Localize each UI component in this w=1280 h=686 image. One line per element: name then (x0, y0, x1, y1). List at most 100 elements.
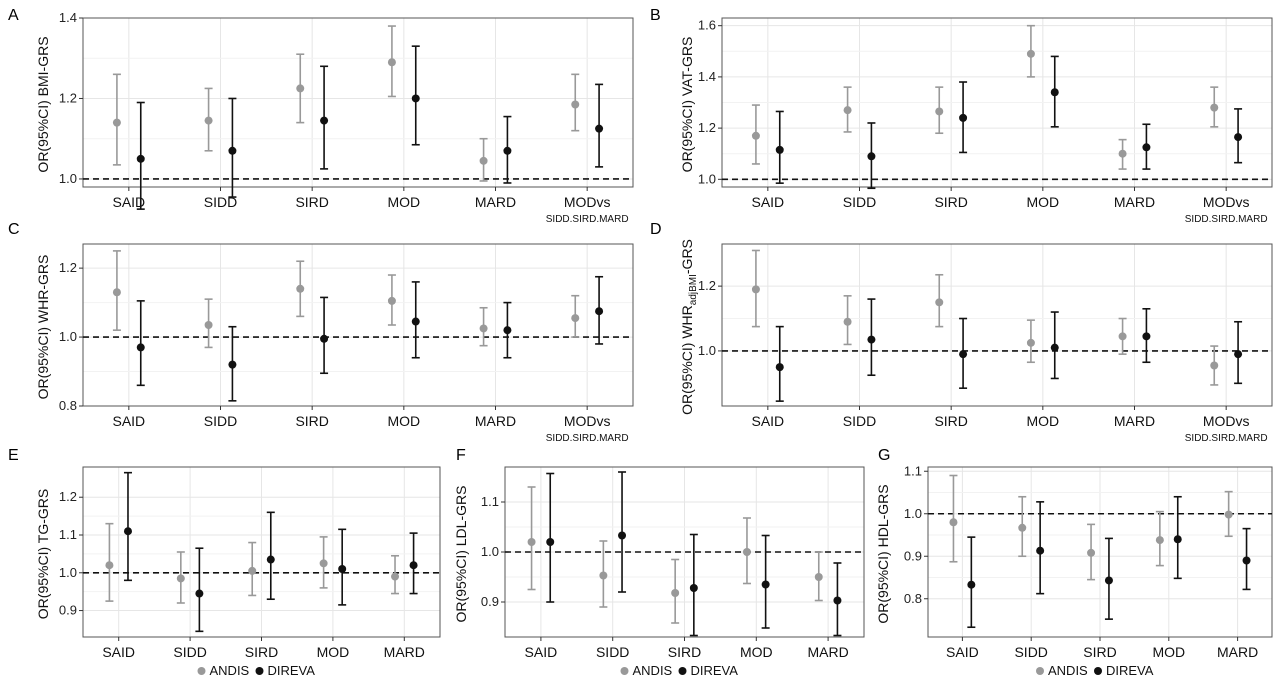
data-point (599, 571, 608, 580)
x-tick-label: MARD (1217, 644, 1258, 660)
y-tick-label: 0.8 (59, 398, 77, 413)
data-point (959, 113, 968, 122)
data-point (1104, 576, 1113, 585)
x-tick-label: SIDD (204, 413, 237, 429)
y-tick-label: 0.9 (59, 603, 77, 618)
y-axis-label-main: OR(95%CI) WHR (679, 305, 695, 415)
x-tick-label: MODvs (1203, 413, 1250, 429)
panel-border (82, 243, 634, 407)
data-point (1234, 133, 1243, 142)
data-point (527, 538, 536, 546)
data-point (1036, 546, 1045, 555)
panel-border (721, 17, 1273, 188)
data-point (1224, 510, 1233, 519)
x-tick-label: SIDD (843, 194, 876, 210)
series-andis (949, 474, 1233, 581)
x-tick-label: SAID (112, 194, 145, 210)
y-tick-label: 0.8 (904, 591, 922, 606)
x-tick-sublabel: SIDD.SIRD.MARD (546, 433, 629, 444)
y-axis-label-main: OR(95%CI) WHR-GRS (35, 255, 51, 400)
x-tick-label: MARD (1114, 413, 1155, 429)
series-andis (112, 25, 580, 182)
y-tick-label: 1.1 (904, 463, 922, 478)
y-axis-label: OR(95%CI) WHRadjBMI-GRS (679, 239, 699, 415)
data-point (1050, 88, 1059, 97)
data-point (320, 116, 329, 125)
data-point (266, 555, 275, 564)
x-tick-label: SIRD (245, 644, 278, 660)
series-direva (136, 275, 604, 402)
x-tick-label: SIRD (934, 194, 967, 210)
data-point (618, 531, 627, 540)
panel-label: B (650, 7, 661, 24)
series-andis (527, 486, 823, 624)
panel-label: C (8, 221, 20, 238)
x-tick-label: SIDD (173, 644, 206, 660)
x-tick-label: MARD (475, 194, 516, 210)
data-point (503, 326, 512, 335)
series-direva (136, 45, 604, 210)
data-point (935, 298, 944, 307)
data-point (689, 584, 698, 592)
data-point (112, 288, 121, 297)
data-point (1173, 535, 1182, 544)
legend-label-andis: ANDIS (1048, 663, 1088, 678)
data-point (843, 317, 852, 326)
data-point (105, 561, 114, 570)
legend-marker-andis (1036, 667, 1044, 675)
data-point (1026, 49, 1035, 58)
data-point (1210, 103, 1219, 112)
data-point (571, 314, 580, 323)
y-tick-label: 1.2 (698, 278, 716, 293)
y-axis-label-main: OR(95%CI) LDL-GRS (453, 486, 469, 623)
y-axis-label: OR(95%CI) VAT-GRS (679, 37, 695, 173)
y-tick-label: 1.0 (698, 171, 716, 186)
data-point (959, 350, 968, 359)
legend-label-direva: DIREVA (691, 663, 739, 678)
panel-g: 0.8 0.9 1.0 1.1 SAID SIDD SIRD MOD MARD OR(95%CI)… (875, 447, 1273, 678)
y-tick-label: 1.4 (698, 69, 716, 84)
x-tick-label: MARD (475, 413, 516, 429)
data-point (1242, 556, 1251, 565)
data-point (595, 307, 604, 316)
series-direva (967, 495, 1251, 629)
data-point (391, 572, 400, 581)
data-point (503, 146, 512, 155)
data-point (1018, 523, 1027, 532)
data-point (387, 296, 396, 305)
data-point (1118, 149, 1127, 158)
y-axis-label-main: OR(95%CI) HDL-GRS (875, 484, 891, 623)
data-point (387, 58, 396, 67)
data-point (546, 538, 555, 546)
data-point (409, 561, 418, 570)
y-tick-label: 1.2 (59, 489, 77, 504)
y-tick-label: 1.6 (698, 18, 716, 33)
x-tick-label: SAID (751, 194, 784, 210)
x-tick-label: SAID (102, 644, 135, 660)
y-axis-label-main: OR(95%CI) TG-GRS (35, 489, 51, 619)
data-point (411, 317, 420, 326)
y-tick-label: 1.0 (59, 565, 77, 580)
data-point (479, 324, 488, 333)
x-tick-label: MODvs (564, 413, 611, 429)
data-point (843, 106, 852, 115)
legend-marker-direva (678, 667, 687, 675)
data-point (1210, 361, 1219, 370)
x-tick-label: SIRD (934, 413, 967, 429)
data-point (671, 589, 680, 597)
series-andis (751, 249, 1219, 386)
legend-label-direva: DIREVA (1106, 663, 1154, 678)
y-tick-label: 1.4 (59, 10, 77, 25)
y-axis-label: OR(95%CI) WHR-GRS (35, 255, 51, 400)
legend: ANDIS DIREVA (197, 663, 315, 678)
x-tick-label: SIDD (1014, 644, 1047, 660)
x-tick-label: MODvs (564, 194, 611, 210)
data-point (595, 124, 604, 133)
data-point (571, 100, 580, 109)
y-tick-label: 0.9 (904, 548, 922, 563)
data-point (1050, 343, 1059, 352)
x-tick-label: MARD (384, 644, 425, 660)
y-axis-label: OR(95%CI) BMI-GRS (35, 36, 51, 172)
data-point (1087, 548, 1096, 557)
panel-label: G (878, 447, 890, 464)
